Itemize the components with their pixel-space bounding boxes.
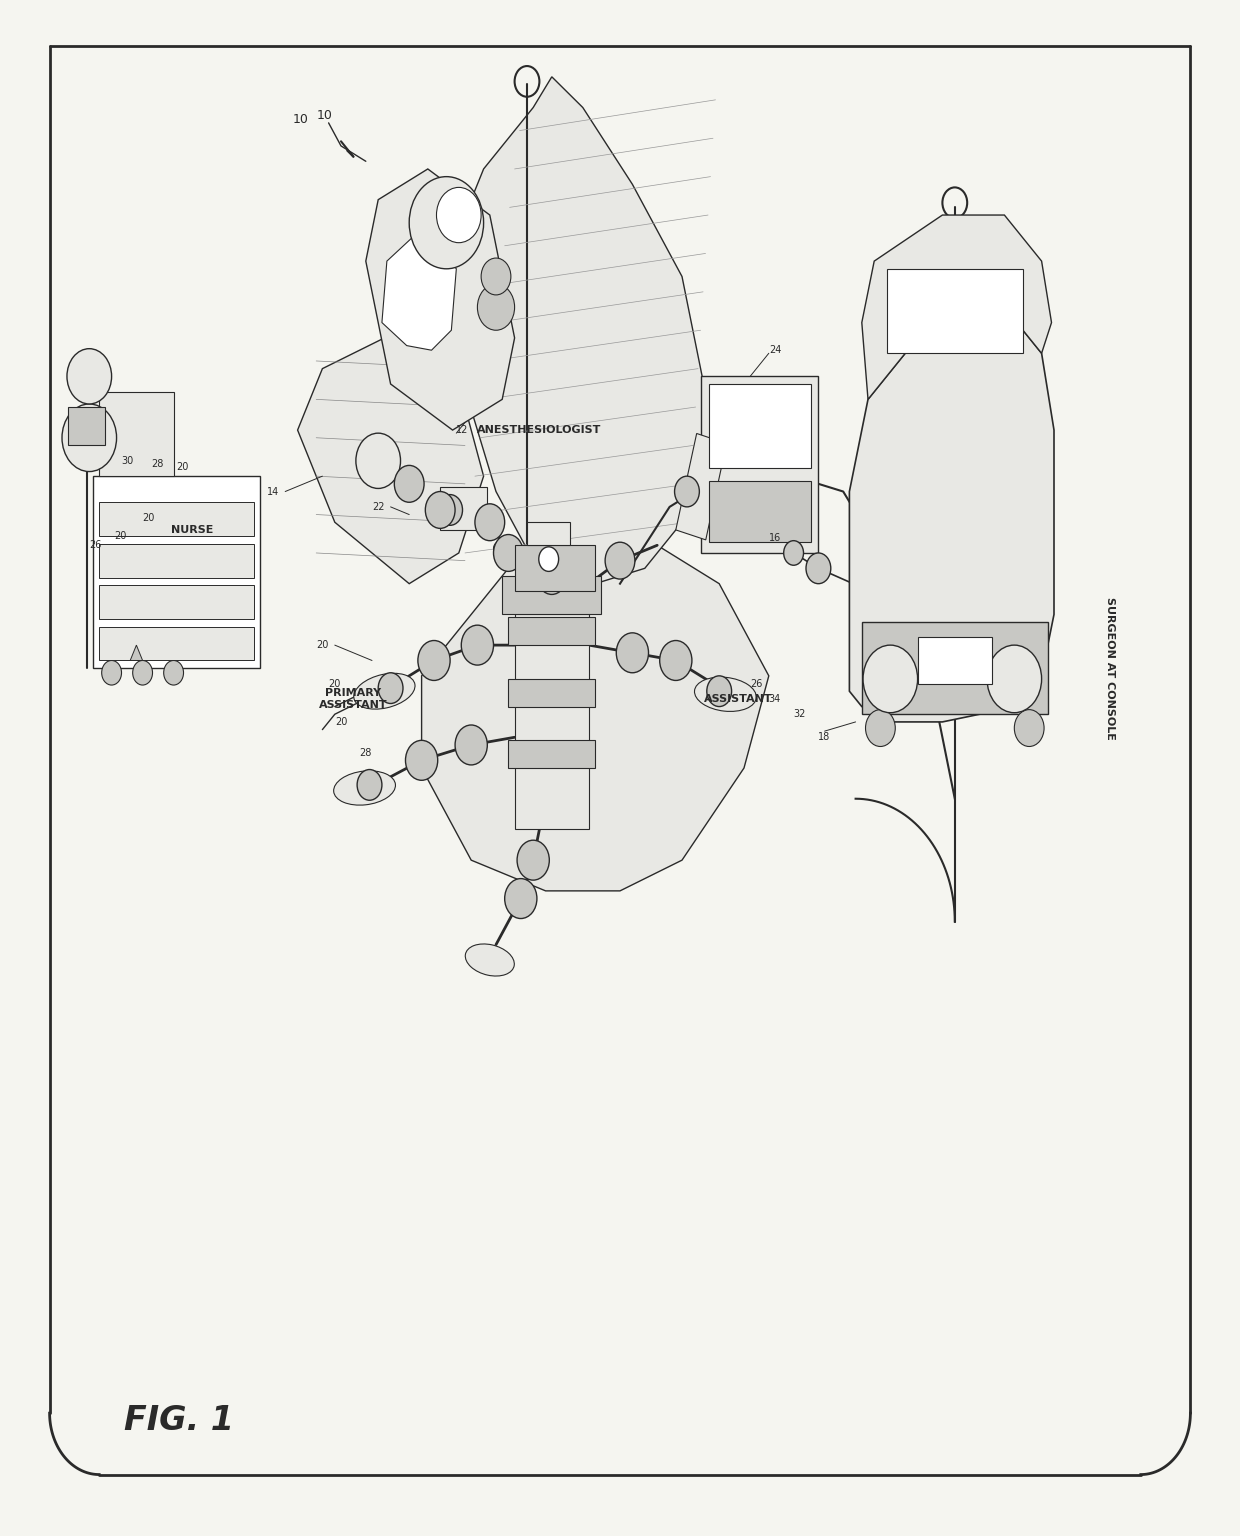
Circle shape — [494, 535, 523, 571]
Text: 14: 14 — [267, 487, 279, 496]
Text: 12: 12 — [456, 425, 469, 435]
Circle shape — [67, 349, 112, 404]
Text: 20: 20 — [114, 531, 126, 541]
Circle shape — [675, 476, 699, 507]
Polygon shape — [366, 169, 515, 430]
Bar — [440, 487, 487, 530]
Text: 10: 10 — [293, 114, 309, 126]
Bar — [99, 544, 254, 578]
Text: FIG. 1: FIG. 1 — [124, 1404, 234, 1438]
Text: SURGEON AT CONSOLE: SURGEON AT CONSOLE — [1105, 596, 1115, 740]
Bar — [99, 502, 254, 536]
Bar — [99, 627, 254, 660]
Circle shape — [537, 558, 567, 594]
Ellipse shape — [353, 673, 415, 710]
Bar — [676, 433, 727, 539]
Bar — [862, 622, 1048, 714]
Polygon shape — [446, 77, 707, 584]
Text: 20: 20 — [143, 513, 155, 522]
Circle shape — [481, 258, 511, 295]
Bar — [527, 522, 570, 545]
Ellipse shape — [476, 511, 503, 533]
Text: 16: 16 — [769, 533, 781, 542]
Polygon shape — [130, 645, 143, 660]
Text: 32: 32 — [794, 710, 806, 719]
Text: PRIMARY
ASSISTANT: PRIMARY ASSISTANT — [319, 688, 388, 710]
Bar — [709, 481, 811, 542]
Circle shape — [405, 740, 438, 780]
Ellipse shape — [465, 945, 515, 975]
Ellipse shape — [334, 771, 396, 805]
Text: 30: 30 — [122, 456, 134, 465]
Bar — [508, 617, 595, 645]
Bar — [502, 576, 601, 614]
Circle shape — [987, 645, 1042, 713]
Polygon shape — [382, 238, 456, 350]
Text: ANESTHESIOLOGIST: ANESTHESIOLOGIST — [477, 425, 601, 435]
Bar — [515, 614, 589, 829]
Circle shape — [866, 710, 895, 746]
Circle shape — [806, 553, 831, 584]
Polygon shape — [849, 323, 1054, 722]
Text: 22: 22 — [372, 502, 384, 511]
Circle shape — [539, 547, 558, 571]
Bar — [508, 679, 595, 707]
Ellipse shape — [494, 541, 523, 565]
Bar — [99, 585, 254, 619]
Bar — [508, 740, 595, 768]
Circle shape — [164, 660, 184, 685]
Text: NURSE: NURSE — [171, 525, 213, 535]
Circle shape — [784, 541, 804, 565]
Bar — [68, 407, 105, 445]
Circle shape — [425, 492, 455, 528]
Text: 28: 28 — [151, 459, 164, 468]
Circle shape — [62, 404, 117, 472]
Circle shape — [660, 641, 692, 680]
Circle shape — [378, 673, 403, 703]
Text: 26: 26 — [750, 679, 763, 688]
Circle shape — [455, 725, 487, 765]
Text: ASSISTANT: ASSISTANT — [703, 694, 773, 703]
Circle shape — [1014, 710, 1044, 746]
Bar — [93, 476, 260, 668]
Bar — [709, 384, 811, 468]
Circle shape — [394, 465, 424, 502]
Circle shape — [616, 633, 649, 673]
Text: 20: 20 — [335, 717, 347, 727]
Circle shape — [102, 660, 122, 685]
Bar — [918, 637, 992, 684]
Polygon shape — [298, 338, 484, 584]
Bar — [701, 376, 818, 553]
Text: 20: 20 — [329, 679, 341, 688]
Polygon shape — [862, 215, 1052, 399]
Circle shape — [418, 641, 450, 680]
Text: 28: 28 — [360, 748, 372, 757]
Circle shape — [517, 840, 549, 880]
Circle shape — [505, 879, 537, 919]
Text: 10: 10 — [316, 109, 332, 121]
Circle shape — [356, 433, 401, 488]
Bar — [887, 269, 1023, 353]
Circle shape — [477, 284, 515, 330]
Circle shape — [605, 542, 635, 579]
Text: 20: 20 — [176, 462, 188, 472]
Bar — [515, 545, 595, 591]
Circle shape — [409, 177, 484, 269]
Text: 26: 26 — [89, 541, 102, 550]
Text: 24: 24 — [769, 346, 781, 355]
Circle shape — [475, 504, 505, 541]
Circle shape — [438, 495, 463, 525]
Circle shape — [357, 770, 382, 800]
Text: 34: 34 — [769, 694, 781, 703]
Circle shape — [461, 625, 494, 665]
Circle shape — [707, 676, 732, 707]
Bar — [99, 392, 174, 476]
Circle shape — [133, 660, 153, 685]
Polygon shape — [422, 522, 769, 891]
Circle shape — [436, 187, 481, 243]
Circle shape — [863, 645, 918, 713]
Text: 20: 20 — [316, 641, 329, 650]
Text: 18: 18 — [818, 733, 831, 742]
Ellipse shape — [694, 677, 756, 711]
